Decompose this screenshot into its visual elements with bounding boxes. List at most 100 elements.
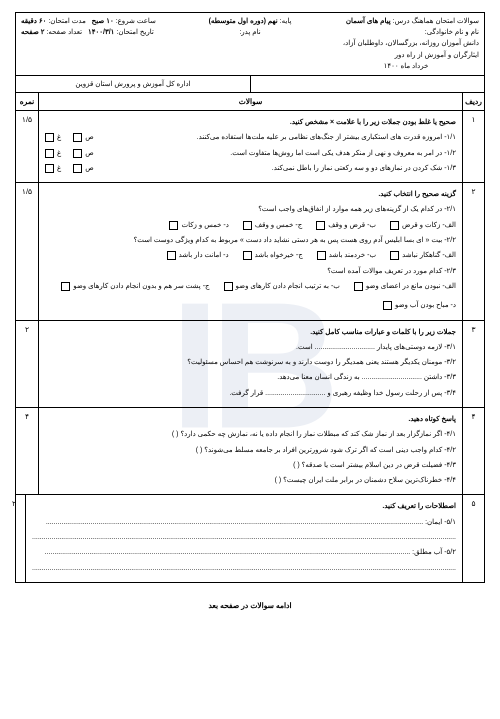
value: ۱۴۰۰/۳/۱ — [88, 29, 114, 36]
label: تاریخ امتحان: — [116, 29, 153, 36]
checkbox[interactable] — [224, 282, 233, 291]
option-label: ج- خمس و وقف — [255, 219, 302, 232]
table-head: ردیف سوالات نمره — [16, 93, 484, 111]
question-row: ۳جملات زیر را با کلمات و عبارات مناسب کا… — [16, 321, 484, 408]
question-item: ........................................… — [32, 562, 456, 575]
checkbox[interactable] — [317, 251, 326, 260]
option: ب- قرض و وقف — [316, 219, 376, 232]
option-label: ب- خردمند باشد — [329, 249, 376, 262]
label-wrong: غ — [57, 147, 61, 160]
checkbox[interactable] — [61, 282, 70, 291]
tf-boxes: صغ — [45, 147, 94, 160]
option: ج- پشت سر هم و بدون انجام دادن کارهای وض… — [61, 280, 209, 293]
question-item: ۳/۳- داشتن .............................… — [45, 371, 456, 384]
col-num: ردیف — [462, 93, 484, 110]
checkbox[interactable] — [167, 251, 176, 260]
question-item: ۴/۲- کدام واجب دینی است که اگر ترک شود ش… — [45, 444, 456, 457]
header-row1: سوالات امتحان هماهنگ درس: پیام های آسمان… — [16, 13, 484, 76]
question-body: پاسخ کوتاه دهید.۴/۱- اگر نمازگزار بعد از… — [38, 408, 462, 494]
option-label: ب- قرض و وقف — [328, 219, 376, 232]
question-item: ۴/۳- فضیلت قرض در دین اسلام بیشتر است یا… — [45, 459, 456, 472]
checkbox[interactable] — [73, 133, 82, 142]
footer-text: ادامه سوالات در صفحه بعد — [0, 595, 500, 616]
label: پایه: — [280, 18, 292, 25]
label: نام و نام خانوادگی: — [333, 27, 479, 38]
option-label: ج- خیرخواه باشد — [255, 249, 303, 262]
question-title: پاسخ کوتاه دهید. — [45, 413, 456, 426]
checkbox[interactable] — [73, 164, 82, 173]
checkbox[interactable] — [73, 149, 82, 158]
option-label: د- مباح بودن آب وضو — [395, 299, 456, 312]
header-middle: پایه: نهم (دوره اول متوسطه) نام پدر: — [172, 13, 328, 75]
checkbox[interactable] — [243, 221, 252, 230]
option: د- امانت دار باشد — [167, 249, 229, 262]
checkbox[interactable] — [45, 133, 54, 142]
question-row: ۵اصطلاحات را تعریف کنید.۵/۱- ایمان: ....… — [16, 495, 484, 581]
checkbox[interactable] — [316, 221, 325, 230]
question-item: ۳/۲- مومنان یکدیگر هستند یعنی همدیگر را … — [45, 356, 456, 369]
label-correct: ص — [85, 147, 93, 160]
header-left: ساعت شروع: ۱۰ صبح مدت امتحان: ۶۰ دقیقه ت… — [16, 13, 172, 75]
checkbox[interactable] — [354, 282, 363, 291]
question-item: ۳/۱- لازمه دوستی‌های پایدار ............… — [45, 341, 456, 354]
label: مدت امتحان: — [48, 18, 86, 25]
text: خرداد ماه ۱۴۰۰ — [333, 61, 479, 72]
question-number: ۵ — [462, 495, 484, 581]
checkbox[interactable] — [390, 251, 399, 260]
option-label: ب- به ترتیب انجام دادن کارهای وضو — [236, 280, 340, 293]
value: ۲ صفحه — [21, 29, 44, 36]
question-item: ۵/۱- ایمان: ............................… — [32, 516, 456, 529]
sub-question: ۲/۳- کدام مورد در تعریف موالات آمده است؟ — [45, 265, 456, 278]
header-row2-left: اداره کل آموزش و پرورش استان قزوین — [16, 76, 250, 92]
question-number: ۳ — [462, 321, 484, 407]
question-row: ۴پاسخ کوتاه دهید.۴/۱- اگر نمازگزار بعد ا… — [16, 408, 484, 495]
sub-question: ۲/۲- بیت « ای بسا ابلیس آدم روی هست پس ب… — [45, 234, 456, 247]
label-wrong: غ — [57, 131, 61, 144]
checkbox[interactable] — [383, 301, 392, 310]
tf-text: ۱/۱- امروزه قدرت های استکباری بیشتر از ج… — [197, 131, 456, 144]
question-title: صحیح یا غلط بودن جملات زیر را با علامت ×… — [45, 116, 456, 129]
question-score: ۱/۵ — [16, 111, 38, 182]
checkbox[interactable] — [45, 149, 54, 158]
tf-text: ۱/۳- شک کردن در نمازهای دو و سه رکعتی نم… — [272, 162, 456, 175]
value: ۱۰ صبح — [92, 18, 114, 25]
option: ب- به ترتیب انجام دادن کارهای وضو — [224, 280, 340, 293]
option-label: الف- گناهکار نباشد — [402, 249, 456, 262]
option: ج- خیرخواه باشد — [243, 249, 303, 262]
checkbox[interactable] — [390, 221, 399, 230]
question-score: ۱/۵ — [16, 183, 38, 319]
checkbox[interactable] — [243, 251, 252, 260]
option: الف- نبودن مانع در اعضای وضو — [354, 280, 456, 293]
option: د- مباح بودن آب وضو — [383, 299, 456, 312]
question-score: ۲ — [16, 321, 38, 407]
value: پیام های آسمان — [346, 18, 391, 25]
question-body: جملات زیر را با کلمات و عبارات مناسب کام… — [38, 321, 462, 407]
question-score: ۴ — [16, 408, 38, 494]
question-number: ۴ — [462, 408, 484, 494]
option-label: ج- پشت سر هم و بدون انجام دادن کارهای وض… — [73, 280, 209, 293]
tf-item: ۱/۳- شک کردن در نمازهای دو و سه رکعتی نم… — [45, 162, 456, 175]
options-row: الف- زکات و قرضب- قرض و وقفج- خمس و وقفد… — [45, 219, 456, 232]
checkbox[interactable] — [169, 221, 178, 230]
options-row: الف- نبودن مانع در اعضای وضو ب- به ترتیب … — [45, 280, 456, 313]
checkbox[interactable] — [45, 164, 54, 173]
question-item: ۵/۲- آب مطلق: ..........................… — [32, 546, 456, 559]
option: د- خمس و زکات — [169, 219, 228, 232]
question-number: ۱ — [462, 111, 484, 182]
option-label: د- خمس و زکات — [181, 219, 228, 232]
question-score: ۲ — [3, 495, 25, 581]
option: ج- خمس و وقف — [243, 219, 302, 232]
question-number: ۲ — [462, 183, 484, 319]
question-item: ........................................… — [32, 531, 456, 544]
tf-boxes: صغ — [45, 131, 94, 144]
label: تعداد صفحه: — [46, 29, 82, 36]
header-row2-right — [250, 76, 484, 92]
option-label: الف- نبودن مانع در اعضای وضو — [366, 280, 456, 293]
option: الف- گناهکار نباشد — [390, 249, 456, 262]
tf-boxes: صغ — [45, 162, 94, 175]
value: ۶۰ دقیقه — [21, 18, 46, 25]
question-item: ۳/۴- پس از رحلت رسول خدا وظیفه رهبری و .… — [45, 387, 456, 400]
question-title: گزینه صحیح را انتخاب کنید. — [45, 188, 456, 201]
option: ب- خردمند باشد — [317, 249, 376, 262]
value: نهم (دوره اول متوسطه) — [209, 18, 278, 25]
